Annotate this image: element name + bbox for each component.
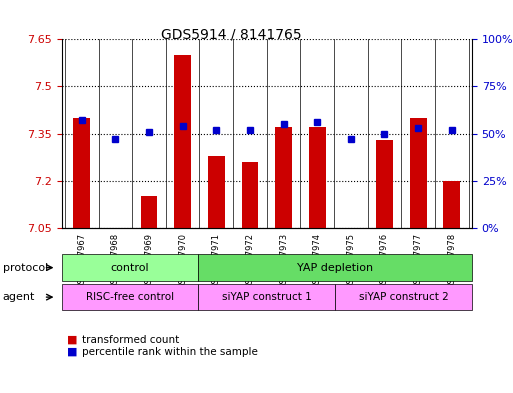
Text: transformed count: transformed count [82,335,180,345]
Bar [376,140,393,228]
Bar [208,156,225,228]
Text: YAP depletion: YAP depletion [297,263,373,273]
Bar [275,127,292,228]
Text: control: control [111,263,149,273]
Text: percentile rank within the sample: percentile rank within the sample [82,347,258,357]
Text: siYAP construct 2: siYAP construct 2 [359,292,448,302]
Bar [443,181,460,228]
Bar [174,55,191,228]
Bar [242,162,259,228]
Text: agent: agent [3,292,35,302]
Bar [141,196,157,228]
Text: RISC-free control: RISC-free control [86,292,174,302]
Bar [410,118,426,228]
Text: ■: ■ [67,347,77,357]
Text: siYAP construct 1: siYAP construct 1 [222,292,311,302]
Text: ■: ■ [67,335,77,345]
Bar [73,118,90,228]
Text: protocol: protocol [3,263,48,273]
Bar [309,127,326,228]
Text: GDS5914 / 8141765: GDS5914 / 8141765 [161,28,301,42]
